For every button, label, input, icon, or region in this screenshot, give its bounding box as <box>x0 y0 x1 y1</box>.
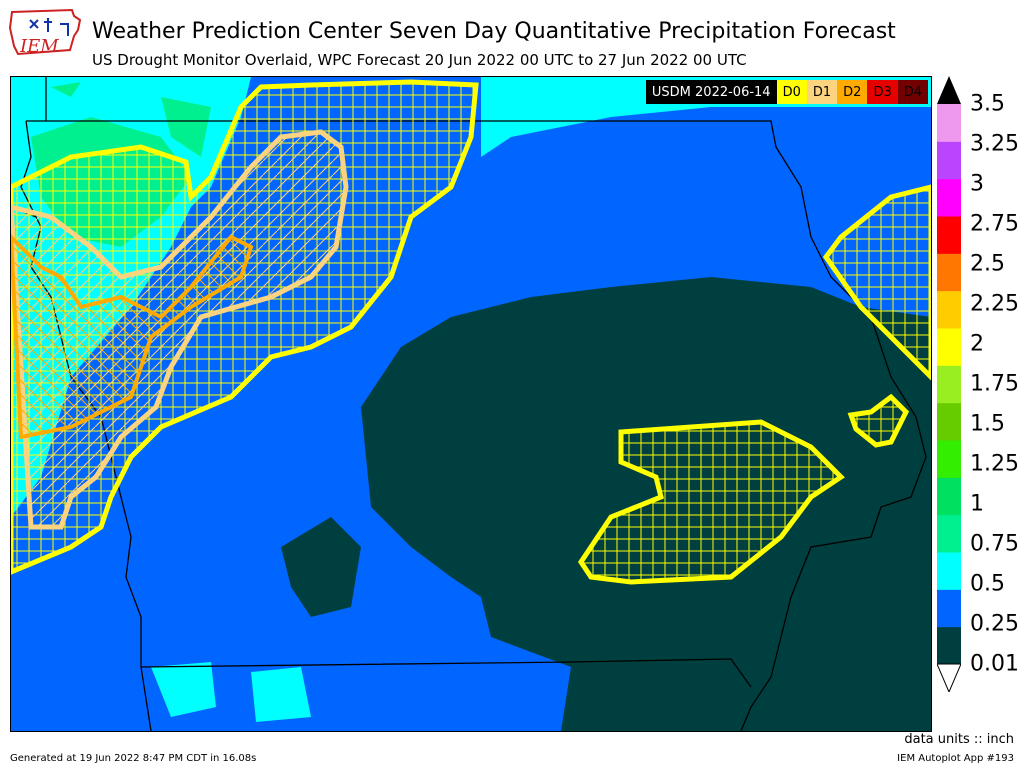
colorbar-tick-label: 2.75 <box>970 211 1019 237</box>
colorbar-segment <box>937 290 961 329</box>
colorbar-segment <box>937 253 961 292</box>
colorbar-tick-label: 2.5 <box>970 251 1005 277</box>
precip-colorbar <box>936 76 962 694</box>
app-id-label: IEM Autoplot App #193 <box>897 753 1014 764</box>
colorbar-segment <box>937 477 961 516</box>
colorbar-tick-label: 1 <box>970 491 984 517</box>
drought-d1-areas <box>11 129 349 530</box>
colorbar-segment <box>937 365 961 404</box>
colorbar-over-extension <box>937 76 961 104</box>
colorbar-tick-label: 3 <box>970 171 984 197</box>
colorbar-tick-label: 2.25 <box>970 291 1019 317</box>
generated-timestamp: Generated at 19 Jun 2022 8:47 PM CDT in … <box>10 753 257 764</box>
drought-legend-d1: D1 <box>806 80 838 104</box>
colorbar-segment <box>937 178 961 217</box>
colorbar-segment <box>937 514 961 553</box>
drought-d2-areas <box>11 234 254 440</box>
chart-subtitle: US Drought Monitor Overlaid, WPC Forecas… <box>92 51 747 69</box>
colorbar-segment <box>937 626 961 665</box>
colorbar-segment <box>937 216 961 254</box>
iem-logo: IEM <box>8 6 84 64</box>
colorbar-tick-label: 1.5 <box>970 411 1005 437</box>
colorbar-tick-label: 0.5 <box>970 571 1005 597</box>
forecast-map: USDM 2022-06-14 D0 D1 D2 D3 D4 <box>10 76 932 732</box>
colorbar-tick-label: 3.5 <box>970 91 1005 117</box>
drought-legend-date: USDM 2022-06-14 <box>645 80 777 104</box>
svg-text:IEM: IEM <box>19 36 59 57</box>
precip-area-0p01 <box>281 277 931 731</box>
colorbar-tick-label: 1.25 <box>970 451 1019 477</box>
drought-legend-d0: D0 <box>776 80 807 104</box>
colorbar-segment <box>937 141 961 180</box>
colorbar-under-extension <box>936 663 962 694</box>
colorbar-segment <box>937 402 961 441</box>
drought-legend-d3: D3 <box>867 80 898 104</box>
colorbar-tick-label: 2 <box>970 331 984 357</box>
drought-legend: USDM 2022-06-14 D0 D1 D2 D3 D4 <box>645 80 928 104</box>
colorbar-tick-label: 0.25 <box>970 611 1019 637</box>
colorbar-tick-label: 1.75 <box>970 371 1019 397</box>
drought-legend-d4: D4 <box>897 80 928 104</box>
colorbar-tick-labels: 3.5 3.25 3 2.75 2.5 2.25 2 1.75 1.5 1.25 1 0.75 0.5 0… <box>966 0 1024 768</box>
colorbar-segment <box>937 328 961 366</box>
chart-title: Weather Prediction Center Seven Day Quan… <box>92 19 896 44</box>
colorbar-tick-label: 0.75 <box>970 531 1019 557</box>
drought-d0-areas <box>11 79 931 585</box>
colorbar-segment <box>937 552 961 590</box>
colorbar-tick-label: 3.25 <box>970 131 1019 157</box>
colorbar-segment <box>937 589 961 628</box>
colorbar-segment <box>937 104 961 142</box>
drought-legend-d2: D2 <box>837 80 868 104</box>
precip-area-0p5-south <box>151 662 311 722</box>
units-label: data units :: inch <box>904 732 1014 747</box>
colorbar-segment <box>937 440 961 478</box>
colorbar-tick-label: 0.01 <box>970 651 1019 677</box>
